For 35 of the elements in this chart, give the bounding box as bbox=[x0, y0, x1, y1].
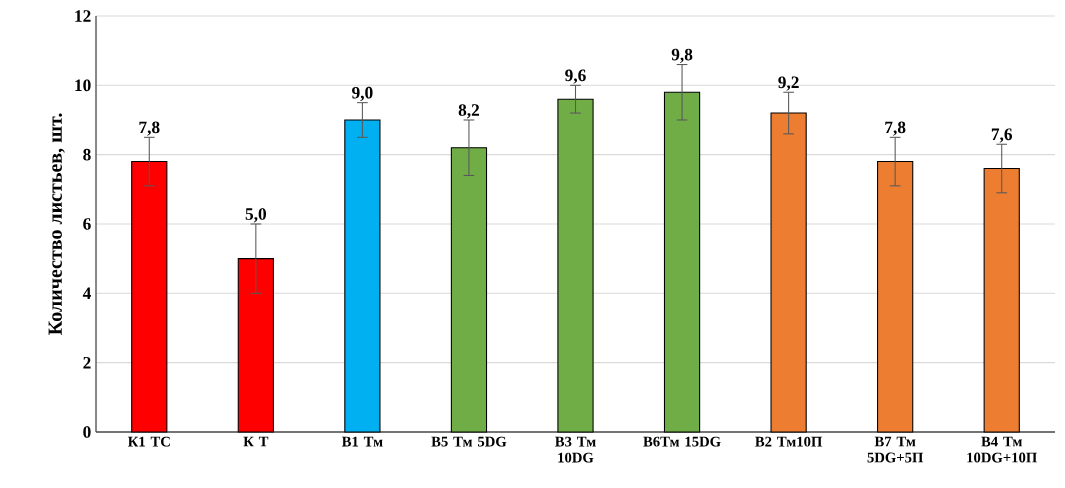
data-label: 9,6 bbox=[565, 69, 586, 84]
y-tick-label: 4 bbox=[82, 287, 91, 300]
bar bbox=[237, 258, 274, 433]
data-label: 7,8 bbox=[885, 121, 906, 136]
x-tick-label: В7 Тм 5DG+5П bbox=[867, 436, 924, 463]
x-tick-label: В6Тм 15DG bbox=[643, 436, 721, 447]
bar bbox=[450, 147, 488, 433]
bar bbox=[131, 161, 168, 433]
data-label: 7,8 bbox=[139, 121, 160, 136]
data-label: 5,0 bbox=[245, 208, 267, 223]
x-tick-label: В1 Тм bbox=[341, 436, 383, 447]
y-tick-label: 0 bbox=[83, 426, 91, 438]
bar bbox=[344, 119, 381, 433]
y-axis-title: Количество листьев, шт. bbox=[48, 113, 65, 335]
data-label: 9,8 bbox=[671, 48, 693, 63]
y-tick-label: 8 bbox=[83, 148, 91, 161]
x-tick-label: В4 Тм 10DG+10П bbox=[967, 436, 1037, 463]
bar bbox=[877, 161, 914, 433]
data-label: 7,6 bbox=[991, 128, 1013, 143]
x-tick-label: К1 ТС bbox=[127, 436, 170, 447]
x-tick-label: К Т bbox=[243, 436, 269, 447]
data-label: 9,0 bbox=[352, 86, 373, 102]
x-tick-label: В2 Тм10П bbox=[755, 436, 823, 447]
bar bbox=[557, 98, 594, 433]
y-tick-label: 12 bbox=[75, 10, 91, 22]
y-tick-label: 2 bbox=[83, 356, 91, 369]
x-tick-label: В3 Тм 10DG bbox=[555, 436, 596, 463]
bar bbox=[663, 91, 701, 433]
y-tick-label: 6 bbox=[83, 218, 91, 230]
data-label: 9,2 bbox=[778, 76, 799, 91]
y-tick-label: 10 bbox=[75, 79, 91, 92]
bar bbox=[983, 167, 1020, 433]
x-tick-label: В5 Тм 5DG bbox=[431, 436, 507, 447]
data-label: 8,2 bbox=[458, 104, 480, 119]
bar bbox=[770, 112, 807, 433]
